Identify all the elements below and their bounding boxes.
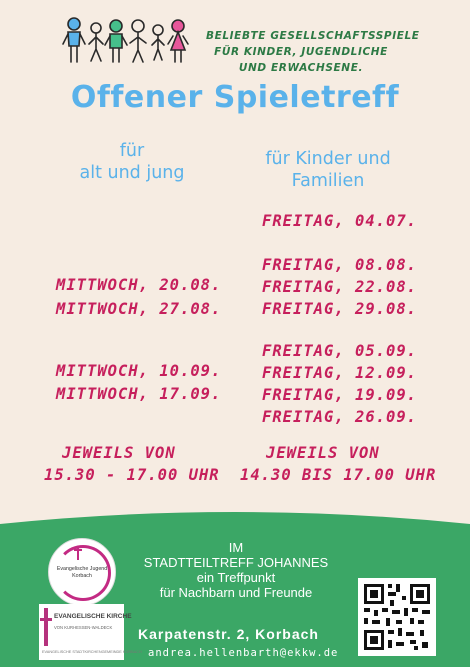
left-date: MITTWOCH, 27.08.: [56, 300, 222, 318]
church-name: EVANGELISCHE KIRCHE: [54, 613, 132, 620]
left-time-value: 15.30 - 17.00 UHR: [44, 466, 220, 484]
venue-line: für Nachbarn und Freunde: [159, 585, 313, 600]
tagline: Beliebte Gesellschaftsspiele für Kinder,…: [206, 28, 420, 76]
right-date: FREITAG, 04.07.: [262, 212, 417, 230]
church-small: EVANGELISCHE STADTKIRCHENGEMEINDE KORBAC…: [42, 650, 142, 654]
right-date: FREITAG, 22.08.: [262, 278, 417, 296]
right-heading-line: Familien: [291, 171, 365, 191]
right-time-label: JEWEILS VON: [266, 444, 380, 462]
church-cross-horizontal: [40, 618, 52, 621]
venue-line: STADTTEILTREFF JOHANNES: [143, 555, 329, 570]
right-column-heading: für Kinder und Familien: [228, 148, 428, 192]
venue-line: IM: [228, 540, 244, 555]
left-heading-line: alt und jung: [79, 163, 185, 183]
church-sub: VON KURHESSEN-WALDECK: [54, 625, 113, 630]
youth-logo-line: Evangelische Jugend: [56, 566, 108, 572]
right-date: FREITAG, 29.08.: [262, 300, 417, 318]
left-date: MITTWOCH, 10.09.: [56, 362, 222, 380]
left-time-label: JEWEILS VON: [62, 444, 176, 462]
left-column-heading: für alt und jung: [42, 140, 222, 184]
tagline-line: für Kinder, Jugendliche: [214, 46, 388, 58]
left-heading-line: für: [119, 141, 145, 161]
right-date: FREITAG, 08.08.: [262, 256, 417, 274]
tagline-line: Beliebte Gesellschaftsspiele: [206, 30, 420, 42]
tagline-line: und Erwachsene.: [238, 62, 364, 74]
stick-figure-family-icon: [62, 17, 189, 63]
youth-logo-line: Korbach: [72, 573, 92, 579]
venue-text: IM STADTTEILTREFF JOHANNES ein Treffpunk…: [128, 540, 344, 600]
right-date: FREITAG, 26.09.: [262, 408, 417, 426]
youth-logo: Evangelische Jugend Korbach: [48, 538, 116, 606]
right-heading-line: für Kinder und: [265, 149, 391, 169]
church-cross-vertical: [44, 608, 48, 646]
qr-code-icon[interactable]: [358, 578, 436, 656]
right-date: FREITAG, 12.09.: [262, 364, 417, 382]
left-date: MITTWOCH, 20.08.: [56, 276, 222, 294]
church-logo: EVANGELISCHE KIRCHE VON KURHESSEN-WALDEC…: [39, 604, 142, 660]
venue-line: ein Treffpunkt: [196, 570, 276, 585]
page-title: Offener Spieletreff: [70, 80, 400, 115]
left-date: MITTWOCH, 17.09.: [56, 385, 222, 403]
right-time-value: 14.30 BIS 17.00 UHR: [240, 466, 437, 484]
address: Karpatenstr. 2, Korbach: [138, 626, 319, 642]
right-date: FREITAG, 05.09.: [262, 342, 417, 360]
qr-code-graphic: [358, 578, 436, 656]
youth-logo-text: Evangelische Jugend Korbach: [49, 566, 115, 580]
youth-logo-ring: [55, 545, 111, 601]
right-date: FREITAG, 19.09.: [262, 386, 417, 404]
email: andrea.hellenbarth@ekkw.de: [148, 647, 339, 659]
